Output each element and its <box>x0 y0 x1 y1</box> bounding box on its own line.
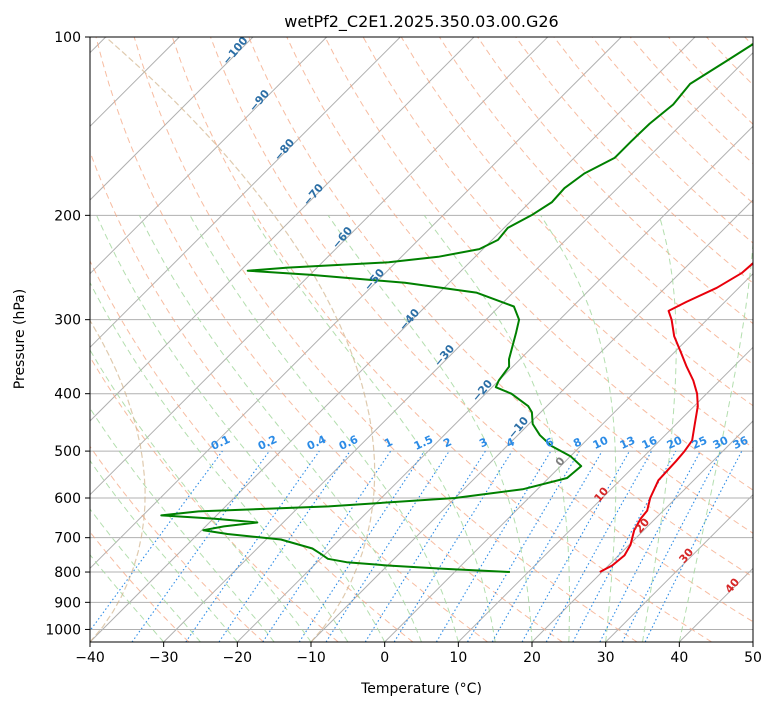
isotherm-line <box>457 346 753 642</box>
y-tick-label: 300 <box>54 313 81 329</box>
x-tick-label: 20 <box>523 650 541 666</box>
x-tick-label: −40 <box>75 650 105 666</box>
mixing-ratio-label: 10 <box>591 434 611 452</box>
moist-adiabat-line <box>540 215 617 642</box>
dry-adiabat-line <box>95 37 563 642</box>
mixing-ratio-line <box>185 450 320 642</box>
isotherm-line <box>605 493 753 642</box>
dry-adiabat-line <box>515 37 753 284</box>
moist-adiabat-line <box>138 215 422 642</box>
dry-adiabat-line <box>90 356 339 642</box>
mixing-ratio-line <box>298 450 425 642</box>
isotherm-line <box>236 125 753 642</box>
mixing-ratio-line <box>545 450 653 642</box>
mixing-ratio-line <box>131 450 270 642</box>
isotherm-line <box>163 51 753 642</box>
temperature-profile-line <box>599 261 753 573</box>
moist-adiabat-line <box>423 215 570 642</box>
dry-adiabat-line <box>90 445 264 642</box>
x-tick-label: 10 <box>449 650 467 666</box>
dry-adiabat-line <box>171 37 712 642</box>
mixing-ratio-label: 20 <box>665 434 685 452</box>
isotherm-line <box>531 420 753 642</box>
x-tick-label: 0 <box>380 650 389 666</box>
plot-frame <box>89 36 754 643</box>
y-tick-label: 500 <box>54 444 81 460</box>
x-tick-label: −20 <box>223 650 253 666</box>
y-tick-label: 200 <box>54 208 81 224</box>
moist-adiabat-line <box>90 349 312 642</box>
mixing-ratio-label: 13 <box>618 434 637 452</box>
moist-adiabat-line <box>642 215 677 642</box>
dry-adiabat-line <box>133 37 638 642</box>
y-tick-label: 900 <box>54 595 81 611</box>
y-axis-label: Pressure (hPa) <box>12 289 28 389</box>
moist-adiabat-line <box>90 407 275 642</box>
isotherm-line <box>90 37 328 275</box>
isotherm-line <box>384 272 753 642</box>
dry-adiabat-line <box>90 259 414 642</box>
mixing-ratio-line <box>90 450 223 632</box>
moist-adiabat-line <box>327 215 533 642</box>
moist-adiabat-line <box>189 215 459 642</box>
x-tick-label: 40 <box>670 650 688 666</box>
isotherm-line <box>90 37 622 570</box>
plot-series <box>160 42 753 573</box>
y-tick-label: 400 <box>54 387 81 403</box>
axes: −40 −30 −20 −10 0 10 20 30 40 50 100 200 300 400 500 60… <box>45 30 762 666</box>
moist-adiabat-line <box>678 238 753 642</box>
y-tick-label: 600 <box>54 491 81 507</box>
y-tick-label: 1000 <box>45 622 81 638</box>
y-tick-label: 800 <box>54 565 81 581</box>
mixing-ratio-label: 25 <box>690 434 709 452</box>
mixing-ratio-line <box>262 450 392 642</box>
moist-adiabat-line <box>90 459 238 642</box>
dry-adiabat-line <box>210 37 753 623</box>
dewpoint-profile-line <box>160 42 753 573</box>
dry-adiabat-line <box>324 37 753 491</box>
y-tick-label: 100 <box>54 30 81 46</box>
isotherm-line <box>90 37 254 201</box>
mixing-ratio-line <box>521 450 630 642</box>
plot-background-lines <box>90 37 753 642</box>
x-tick-label: 30 <box>597 650 615 666</box>
chart-title: wetPf2_C2E1.2025.350.03.00.G26 <box>284 12 558 32</box>
mixing-ratio-line <box>218 450 351 642</box>
dry-adiabat-line <box>248 37 753 578</box>
x-tick-label: −30 <box>149 650 179 666</box>
x-tick-label: 50 <box>744 650 762 666</box>
mixing-ratio-label: 16 <box>640 434 660 452</box>
mixing-ratio-label: 30 <box>711 434 731 452</box>
isotherm-line <box>90 37 401 349</box>
isotherm-line <box>90 37 549 496</box>
x-tick-label: −10 <box>296 650 326 666</box>
dry-adiabat-line <box>286 37 753 534</box>
x-axis-label: Temperature (°C) <box>360 681 482 697</box>
isotherm-line <box>90 37 696 642</box>
mixing-ratio-label: 36 <box>731 434 751 452</box>
isotherm-line <box>90 37 475 422</box>
y-tick-label: 700 <box>54 531 81 547</box>
mixing-ratio-line <box>644 450 743 642</box>
